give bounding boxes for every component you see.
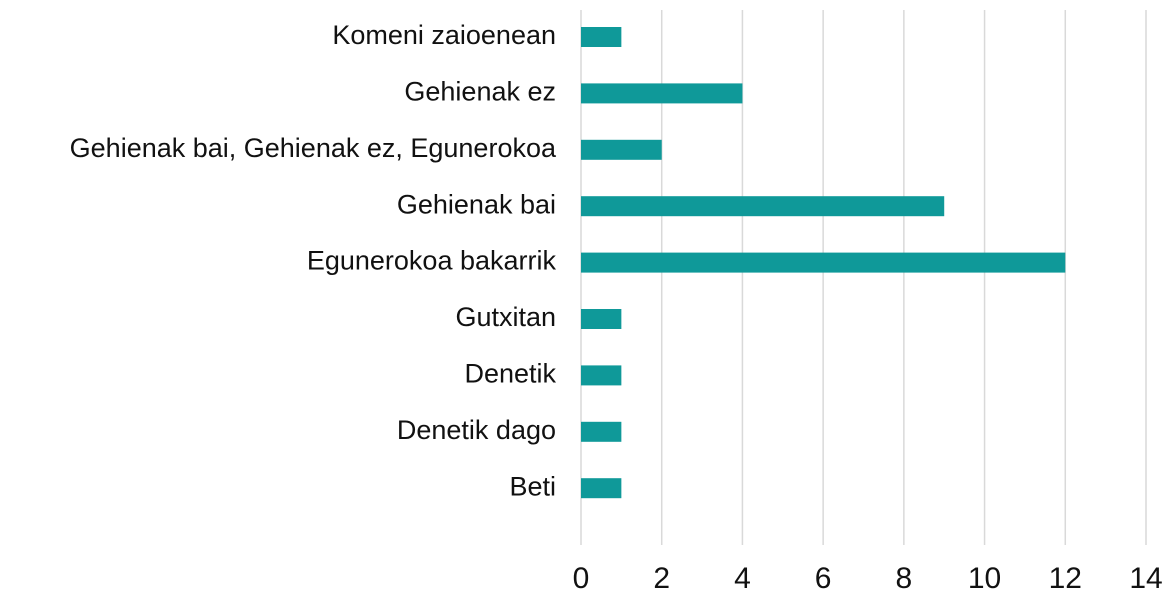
y-tick-label: Denetik dago — [397, 415, 556, 445]
bar — [581, 478, 622, 499]
x-tick-label: 2 — [653, 562, 670, 595]
x-tick-label: 14 — [1129, 562, 1162, 595]
x-tick-label: 8 — [896, 562, 913, 595]
bar — [581, 252, 1066, 273]
x-tick-label: 10 — [968, 562, 1001, 595]
bar — [581, 83, 743, 104]
y-tick-label: Gutxitan — [455, 302, 556, 332]
bar — [581, 196, 945, 217]
y-tick-label: Denetik — [464, 359, 556, 389]
x-tick-label: 4 — [734, 562, 751, 595]
bar — [581, 27, 622, 47]
bar — [581, 309, 622, 329]
y-tick-label: Gehienak bai — [397, 189, 556, 219]
x-tick-label: 0 — [573, 562, 590, 595]
y-tick-label: Beti — [509, 471, 556, 501]
bar — [581, 421, 622, 442]
y-tick-label: Gehienak ez — [404, 77, 556, 107]
x-tick-label: 6 — [815, 562, 832, 595]
bar — [581, 365, 622, 386]
y-tick-label: Gehienak bai, Gehienak ez, Egunerokoa — [70, 133, 557, 163]
bar — [581, 139, 662, 160]
y-tick-label: Egunerokoa bakarrik — [307, 246, 557, 276]
y-tick-label: Komeni zaioenean — [332, 20, 556, 50]
x-tick-label: 12 — [1049, 562, 1082, 595]
